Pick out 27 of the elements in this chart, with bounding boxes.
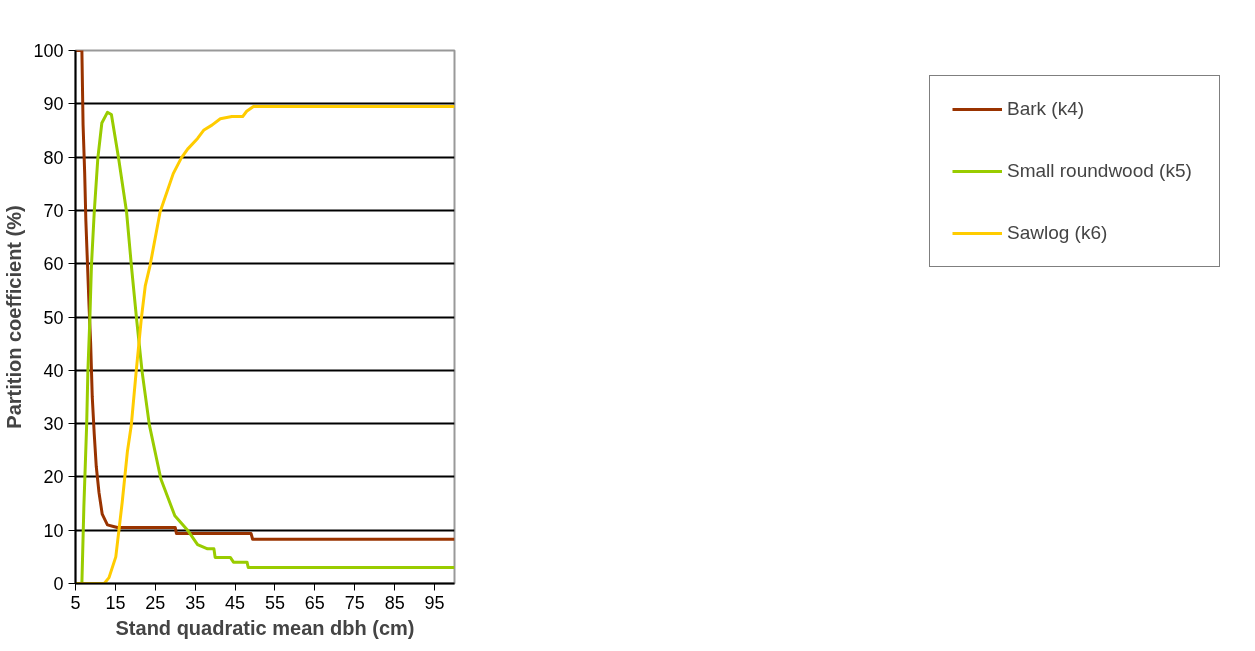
y-tick-label: 50	[43, 307, 64, 328]
legend-label: Sawlog (k6)	[1007, 222, 1109, 244]
y-tick-label: 10	[43, 520, 64, 541]
line-series	[75, 50, 455, 541]
y-tick-label: 60	[43, 254, 64, 275]
x-tick-label: 45	[225, 592, 246, 613]
x-tick-label: 65	[304, 592, 325, 613]
x-tick-label: 75	[344, 592, 365, 613]
y-tick-label: 100	[33, 41, 64, 61]
x-tick-label: 15	[105, 592, 126, 613]
x-axis-title: Stand quadratic mean dbh (cm)	[115, 616, 415, 639]
x-tick-label: 55	[264, 592, 285, 613]
x-tick-label: 35	[185, 592, 206, 613]
legend-label: Bark (k4)	[1007, 98, 1086, 120]
y-axis-title: Partition coefficient (%)	[3, 205, 26, 429]
y-tick-label: 90	[43, 94, 64, 115]
x-tick-label: 25	[145, 592, 166, 613]
x-tick-label: 95	[424, 592, 445, 613]
legend-label: Small roundwood (k5)	[1007, 160, 1193, 182]
y-tick-label: 30	[43, 414, 64, 435]
y-tick-label: 80	[43, 147, 64, 168]
x-tick-label: 5	[70, 592, 81, 613]
y-tick-label: 20	[43, 467, 64, 488]
y-tick-label: 40	[43, 360, 64, 381]
x-tick-label: 85	[384, 592, 405, 613]
y-tick-label: 0	[53, 574, 64, 594]
y-tick-label: 70	[43, 200, 64, 221]
